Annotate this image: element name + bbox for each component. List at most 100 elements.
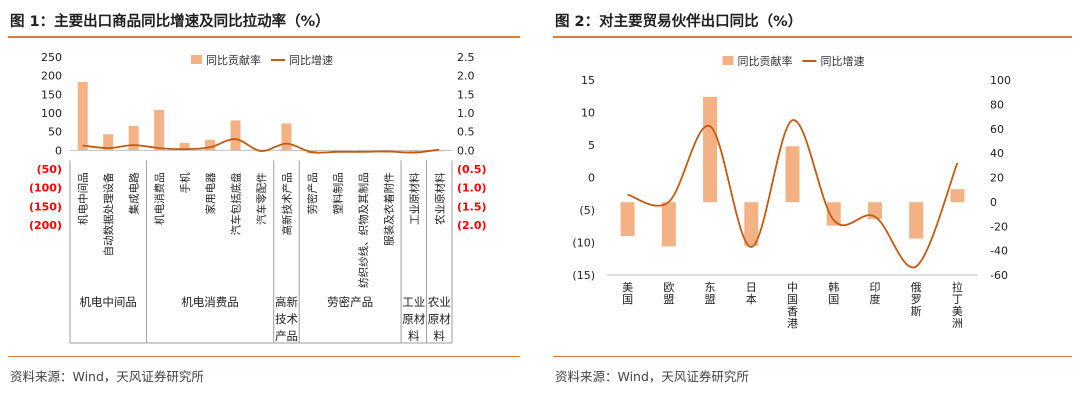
left-axis-tick: 100: [41, 107, 62, 120]
category-label: 自动数据处理设备: [102, 172, 115, 256]
category-label: 美: [952, 305, 963, 318]
category-label: 高新技术产品: [280, 172, 293, 235]
bar-东盟: [703, 96, 718, 203]
figure-1-top-rule: [8, 36, 520, 38]
figure-2-panel: 图 2：对主要贸易伙伴出口同比（%） 同比贡献率 同比增速 (15) (10) (5) 0…: [545, 0, 1080, 403]
right-axis-tick: (0.5): [457, 163, 487, 176]
category-label: 汽车零配件: [255, 172, 268, 225]
right-axis-tick: 20: [990, 172, 1004, 185]
category-label: 俄: [911, 281, 922, 294]
group-label: 料: [434, 329, 446, 343]
left-axis-tick: 10: [581, 107, 595, 120]
group-label: 原材: [402, 312, 425, 326]
bar-俄罗斯: [909, 202, 924, 239]
left-axis-tick: 5: [588, 139, 595, 152]
category-label: 汽车包括底盘: [230, 172, 243, 235]
left-axis-tick: 15: [581, 74, 595, 87]
bar-工业原材料: [408, 150, 419, 153]
category-label: 香: [787, 305, 798, 318]
right-axis-tick: 2.0: [457, 70, 475, 83]
left-axis-tick: 200: [41, 70, 62, 83]
legend-bar-label: 同比贡献率: [738, 54, 793, 68]
left-axis-tick: (100): [29, 182, 62, 195]
right-axis-tick: (1.0): [457, 182, 487, 195]
category-label: 集成电路: [128, 172, 141, 214]
left-axis-tick: (5): [579, 204, 595, 217]
category-label: 家用电器: [204, 172, 217, 214]
legend-line-label: 同比增速: [821, 54, 865, 68]
category-label: 中: [787, 281, 798, 294]
right-axis-tick: (2.0): [457, 219, 487, 232]
left-axis-tick: 150: [41, 88, 62, 101]
right-axis-tick: 80: [990, 98, 1004, 111]
group-label: 原材: [428, 312, 451, 326]
group-label: 技术: [275, 312, 298, 326]
left-axis-tick: (50): [37, 163, 62, 176]
category-label: 美: [622, 281, 633, 294]
right-axis-tick: 60: [990, 123, 1004, 136]
category-label: 机电消费品: [153, 172, 166, 225]
figure-2-bottom-rule: [553, 356, 1072, 357]
right-axis-tick: 1.0: [457, 107, 475, 120]
group-label: 工业: [402, 295, 425, 309]
right-axis-tick: 1.5: [457, 88, 475, 101]
category-label: 印: [869, 281, 880, 294]
category-label: 拉: [952, 280, 963, 294]
category-label: 罗: [911, 293, 922, 306]
figure-2-top-rule: [553, 36, 1072, 38]
category-label: 劳密产品: [306, 172, 319, 214]
figure-2-chart: 同比贡献率 同比增速 (15) (10) (5) 0 5 10 15 -60 -40 -20 0 20 40…: [572, 54, 1011, 330]
figure-1-title: 图 1：主要出口商品同比增速及同比拉动率（%）: [10, 14, 330, 30]
right-axis-tick: 0.5: [457, 126, 475, 139]
right-axis-tick: (1.5): [457, 200, 487, 213]
category-label: 塑料制品: [331, 172, 344, 214]
category-label: 洲: [952, 317, 963, 330]
legend-line-label: 同比增速: [289, 53, 333, 67]
figure-2-source: 资料来源：Wind，天风证券研究所: [555, 369, 749, 384]
category-label: 机电中间品: [77, 172, 90, 225]
right-axis-tick: -20: [990, 220, 1008, 233]
figure-1-chart: 同比贡献率 同比增速 (200) (150) (100) (50) 0 50 100 150 200…: [29, 51, 487, 344]
bar-高新技术产品: [281, 123, 292, 151]
right-axis-tick: 100: [990, 74, 1011, 87]
growth-rate-line: [627, 119, 959, 269]
category-label: 欧: [663, 281, 674, 294]
left-axis-tick: 0: [55, 144, 62, 157]
right-axis-tick: -60: [990, 269, 1008, 282]
bar-韩国: [826, 202, 841, 226]
left-axis-tick: 0: [588, 172, 595, 185]
category-label: 服装及衣着附件: [382, 172, 395, 246]
category-label: 国: [828, 293, 839, 306]
right-axis-tick: 2.5: [457, 51, 475, 64]
group-label: 产品: [275, 329, 298, 343]
bar-家用电器: [205, 139, 216, 151]
bar-农业原材料: [434, 150, 445, 152]
right-axis-tick: 0.0: [457, 144, 475, 157]
left-axis-tick: (200): [29, 219, 62, 232]
category-label: 港: [787, 317, 798, 330]
bar-机电中间品: [77, 82, 88, 151]
left-axis-tick: 50: [48, 126, 62, 139]
category-label: 盟: [705, 293, 716, 306]
category-label: 本: [746, 292, 757, 306]
bar-中国香港: [785, 146, 800, 203]
bar-拉丁美洲: [950, 189, 965, 203]
category-label: 国: [622, 293, 633, 306]
group-label: 机电消费品: [181, 295, 239, 309]
category-label: 盟: [663, 293, 674, 306]
group-label: 农业: [428, 295, 451, 309]
category-label: 丁: [952, 293, 963, 306]
figure-2-title: 图 2：对主要贸易伙伴出口同比（%）: [555, 14, 803, 30]
left-axis-tick: (15): [572, 269, 595, 282]
group-label: 机电中间品: [79, 295, 137, 309]
category-label: 手机: [179, 172, 192, 193]
left-axis-tick: (150): [29, 200, 62, 213]
figure-1-panel: 图 1：主要出口商品同比增速及同比拉动率（%） 同比贡献率 同比增速 (200) (1…: [0, 0, 528, 403]
bar-自动数据处理设备: [103, 134, 114, 151]
category-label: 农业原材料: [433, 172, 446, 225]
category-label: 韩: [828, 280, 839, 294]
group-label: 高新: [275, 295, 298, 309]
legend-bar-label: 同比贡献率: [206, 53, 261, 67]
bar-机电消费品: [154, 110, 165, 151]
category-label: 度: [869, 292, 880, 306]
